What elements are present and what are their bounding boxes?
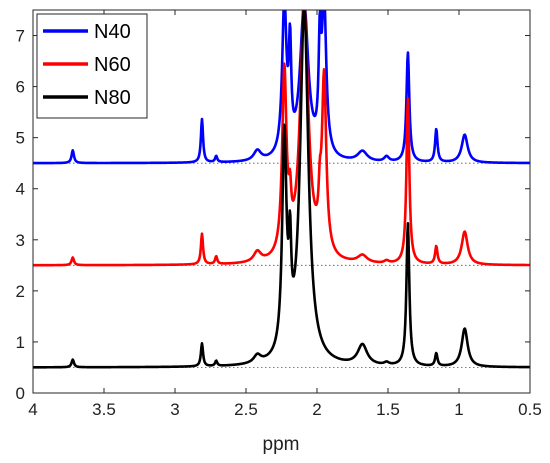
series-group	[33, 10, 530, 369]
y-tick-label: 0	[16, 384, 25, 403]
x-tick-label: 3	[170, 400, 179, 419]
legend-label-n60: N60	[94, 54, 131, 76]
y-tick-label: 2	[16, 282, 25, 301]
x-tick-label: 4	[28, 400, 37, 419]
series-line-n60	[33, 10, 530, 267]
x-tick-label: 2.5	[234, 400, 258, 419]
x-axis-label: ppm	[263, 434, 300, 455]
series-line-n40	[33, 10, 530, 165]
y-tick-label: 7	[16, 27, 25, 46]
y-tick-label: 3	[16, 231, 25, 250]
y-tick-label: 5	[16, 129, 25, 148]
x-tick-label: 3.5	[92, 400, 116, 419]
y-tick-label: 1	[16, 333, 25, 352]
x-tick-label: 0.5	[518, 400, 542, 419]
legend-label-n80: N80	[94, 87, 131, 109]
y-tick-label: 4	[16, 180, 25, 199]
y-tick-label: 6	[16, 78, 25, 97]
series-line-n80	[33, 10, 530, 369]
plot-frame	[32, 9, 531, 394]
legend-label-n40: N40	[94, 21, 131, 43]
x-tick-label: 2	[312, 400, 321, 419]
legend: N40 N60 N80	[36, 13, 148, 119]
x-tick-label: 1	[454, 400, 463, 419]
x-tick-label: 1.5	[376, 400, 400, 419]
